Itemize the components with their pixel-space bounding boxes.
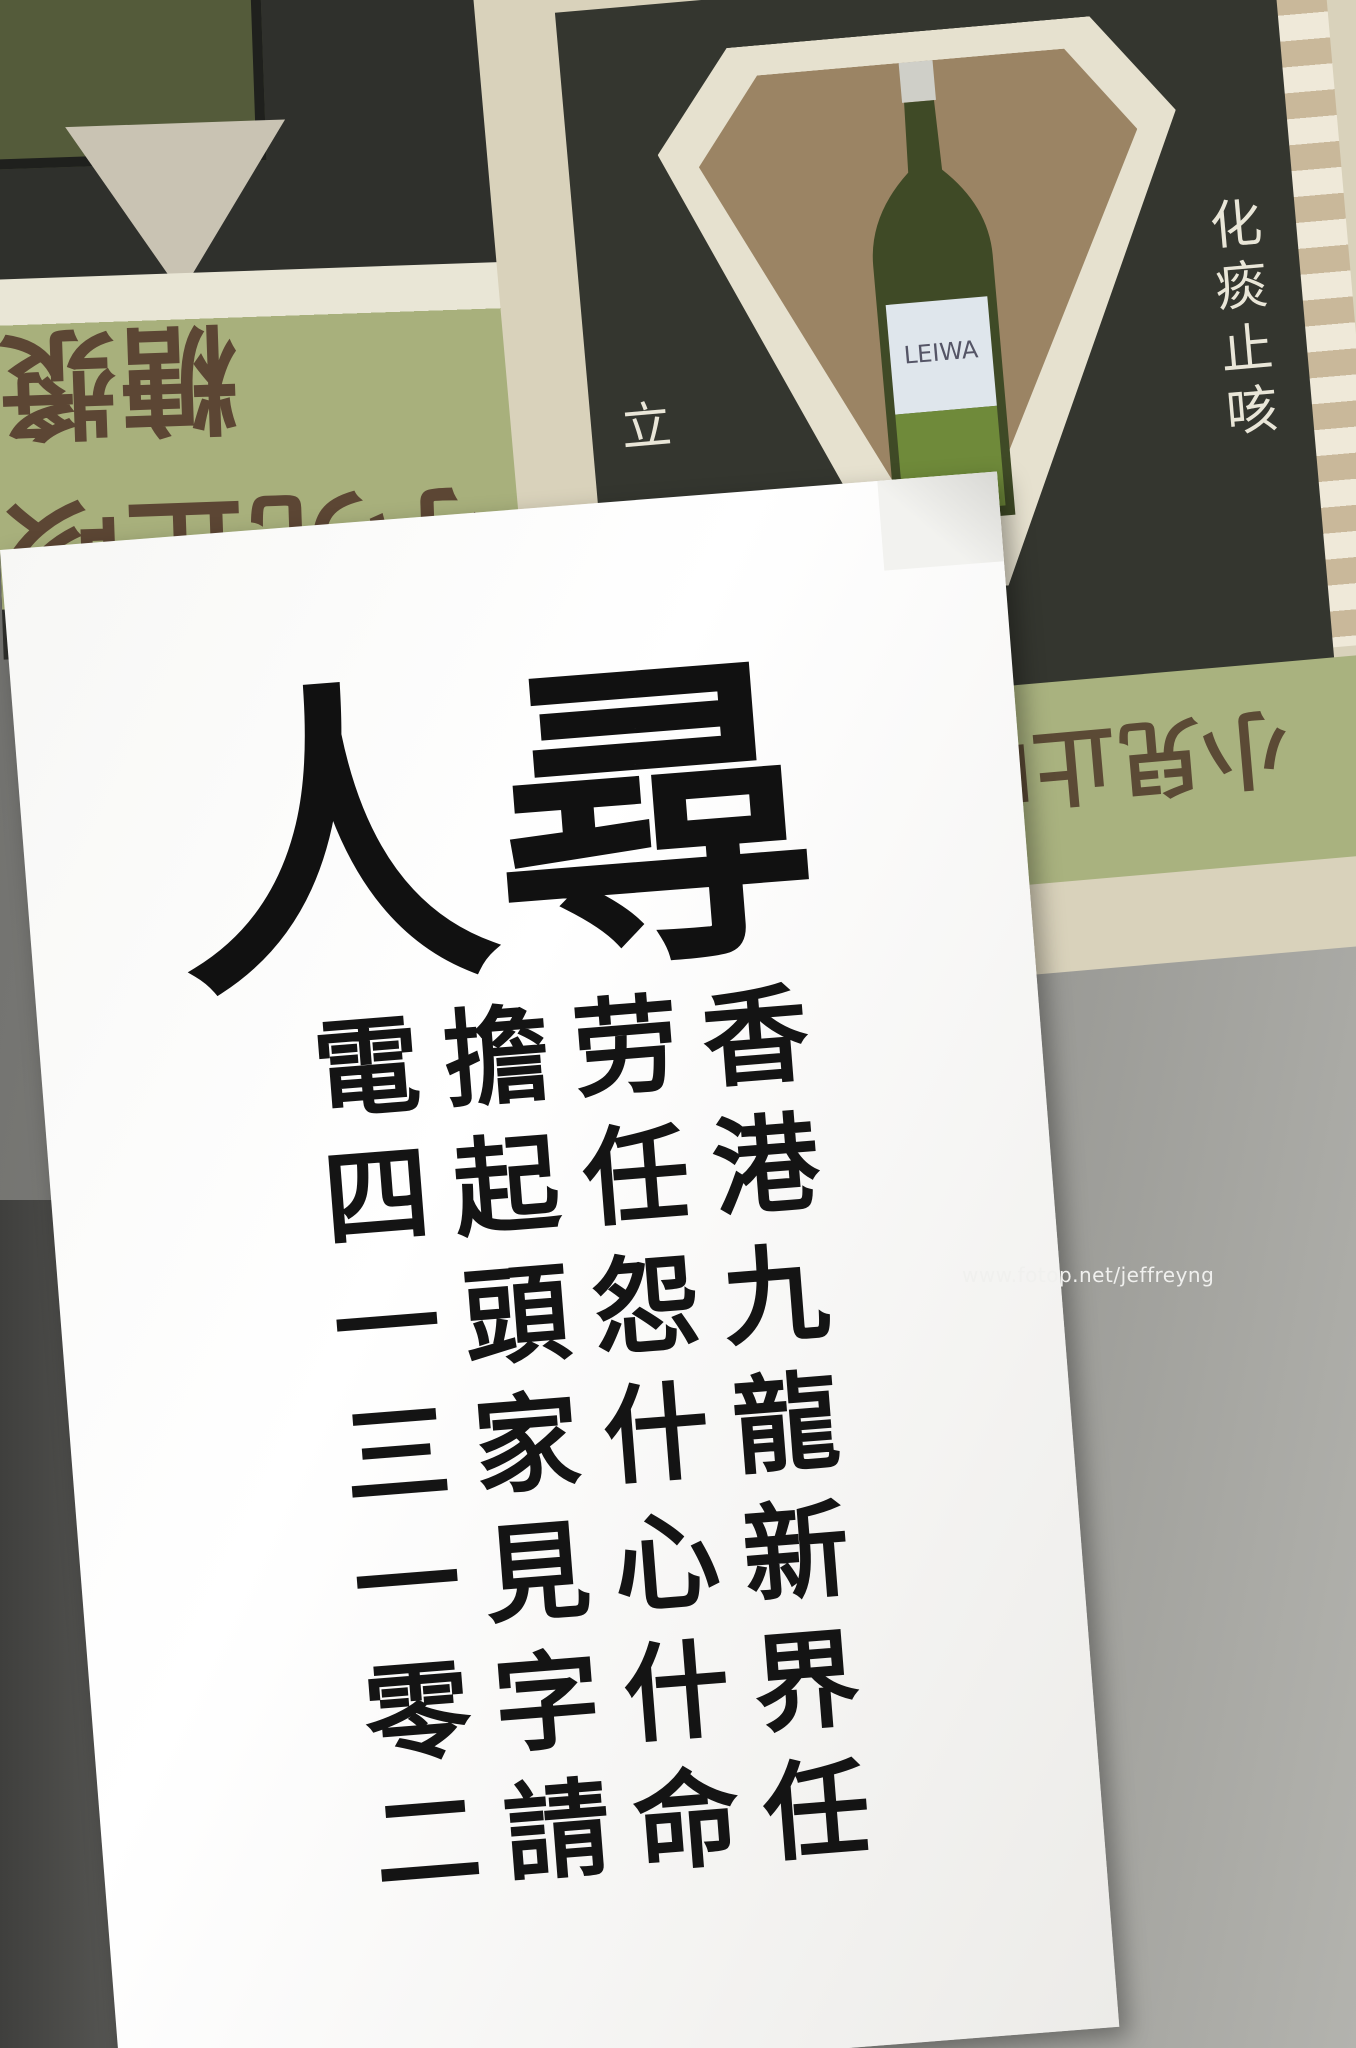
notice-character: 二	[369, 1774, 486, 1908]
notice-headline: 人尋	[159, 619, 828, 1044]
notice-character: 新	[738, 1485, 854, 1619]
right-poster-side-text-left: 立	[618, 395, 674, 458]
notice-paper: 人尋 香港九龍新界任 劳任怨什心什命 擔起頭家見字請 電四一三一零二	[0, 471, 1120, 2048]
notice-character: 擔	[438, 990, 555, 1124]
notice-character: 龍	[728, 1356, 844, 1490]
side-character: 痰	[1212, 255, 1270, 320]
notice-character: 一	[349, 1516, 466, 1650]
notice-character: 九	[718, 1228, 834, 1362]
bottle-cap	[898, 60, 936, 103]
notice-character: 港	[707, 1099, 824, 1233]
notice-character: 什	[598, 1367, 715, 1501]
paper-fold	[877, 471, 1004, 571]
notice-character: 怨	[588, 1238, 704, 1372]
notice-character: 頭	[458, 1248, 575, 1382]
notice-character: 命	[629, 1753, 745, 1887]
notice-character: 四	[319, 1129, 435, 1263]
notice-character: 請	[499, 1764, 615, 1898]
notice-character: 任	[758, 1743, 875, 1877]
bottle-label	[885, 296, 997, 415]
notice-character: 零	[359, 1645, 476, 1779]
notice-character: 見	[479, 1506, 595, 1640]
side-character: 化	[1207, 193, 1265, 258]
notice-character: 電	[308, 1000, 425, 1134]
bottle-label-text: LEIWA	[903, 335, 980, 369]
notice-character: 任	[578, 1109, 694, 1243]
notice-character: 香	[697, 970, 814, 1104]
side-character: 止	[1218, 317, 1276, 382]
notice-character: 三	[339, 1387, 455, 1521]
notice-character: 字	[489, 1635, 605, 1769]
notice-character: 界	[748, 1614, 864, 1748]
notice-character: 心	[608, 1496, 725, 1630]
notice-character: 起	[448, 1119, 565, 1253]
notice-character: 家	[469, 1377, 585, 1511]
notice-character: 什	[618, 1625, 735, 1758]
side-character: 咳	[1223, 379, 1281, 444]
watermark: www.fotop.net/jeffreyng	[962, 1263, 1215, 1287]
notice-character: 一	[329, 1258, 445, 1392]
notice-character: 劳	[568, 980, 684, 1114]
